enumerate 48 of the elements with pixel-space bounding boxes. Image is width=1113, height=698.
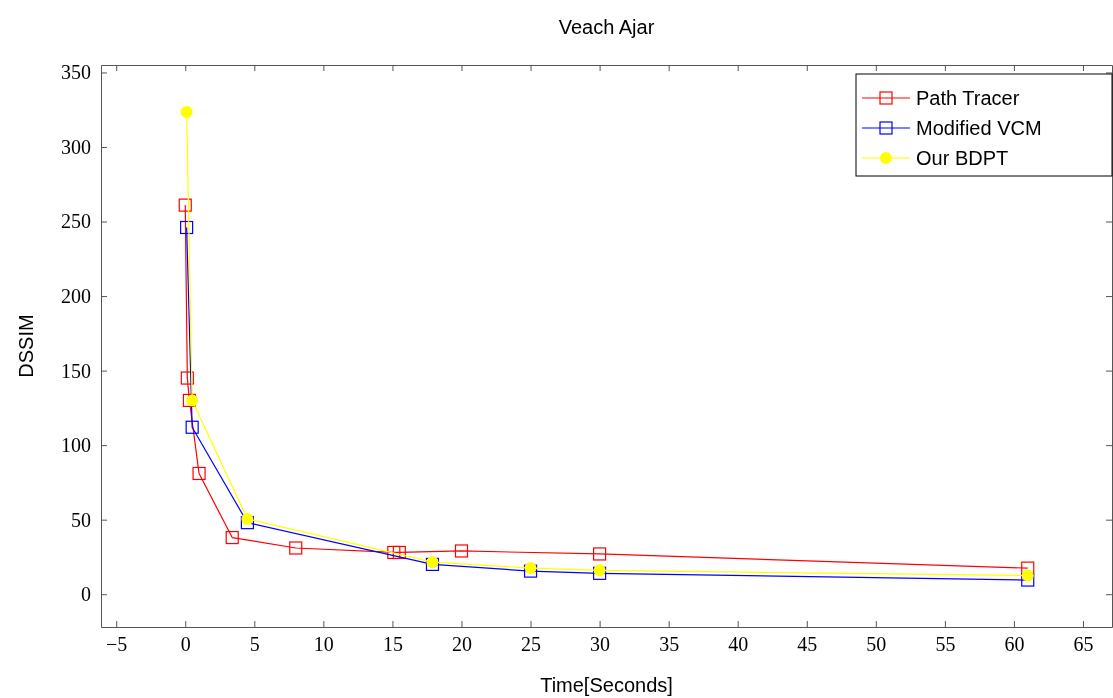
legend-label: Our BDPT: [916, 147, 1009, 169]
point: [192, 466, 206, 481]
y-tick-label: 150: [61, 359, 91, 382]
x-tick-label: 30: [590, 633, 611, 656]
point: [180, 220, 194, 235]
x-axis-title: Time[Seconds]: [540, 674, 673, 696]
chart-title: Veach Ajar: [558, 16, 655, 38]
point: [185, 420, 199, 434]
y-tick-label: 300: [61, 135, 91, 158]
x-tick-label: 10: [313, 633, 334, 656]
x-tick-label: 20: [451, 633, 472, 656]
point: [180, 371, 194, 385]
x-tick-label: 60: [1004, 633, 1025, 656]
y-tick-label: 50: [71, 508, 91, 531]
y-tick-label: 350: [61, 61, 91, 84]
point: [387, 545, 401, 560]
point: [592, 547, 607, 561]
y-tick-label: 100: [61, 434, 91, 457]
legend-label: Path Tracer: [916, 87, 1020, 109]
point: [180, 105, 193, 118]
x-tick-label: 50: [866, 633, 887, 656]
point: [454, 544, 469, 558]
x-tick-label: 25: [521, 633, 542, 656]
y-tick-label: 0: [81, 583, 91, 606]
legend-label: Modified VCM: [916, 117, 1042, 139]
x-tick-label: 35: [659, 633, 680, 656]
x-tick-label: −5: [106, 633, 128, 656]
x-tick-label: 5: [249, 633, 260, 656]
y-axis-title: DSSIM: [15, 314, 37, 378]
x-tick-label: 15: [382, 633, 403, 656]
x-tick-label: 45: [797, 633, 818, 656]
y-tick-label: 200: [61, 284, 91, 307]
point: [178, 198, 192, 212]
y-tick-label: 250: [61, 210, 91, 233]
point: [1021, 569, 1034, 582]
point: [1021, 561, 1035, 575]
point: [186, 394, 199, 407]
point: [241, 512, 254, 525]
point: [1021, 573, 1035, 587]
x-tick-label: 55: [935, 633, 956, 656]
point: [289, 541, 303, 555]
x-tick-label: 0: [180, 633, 191, 656]
point: [240, 516, 254, 530]
point: [392, 545, 406, 560]
x-tick-label: 65: [1073, 633, 1094, 656]
x-tick-label: 40: [728, 633, 749, 656]
point: [225, 530, 239, 545]
point: [182, 393, 196, 408]
